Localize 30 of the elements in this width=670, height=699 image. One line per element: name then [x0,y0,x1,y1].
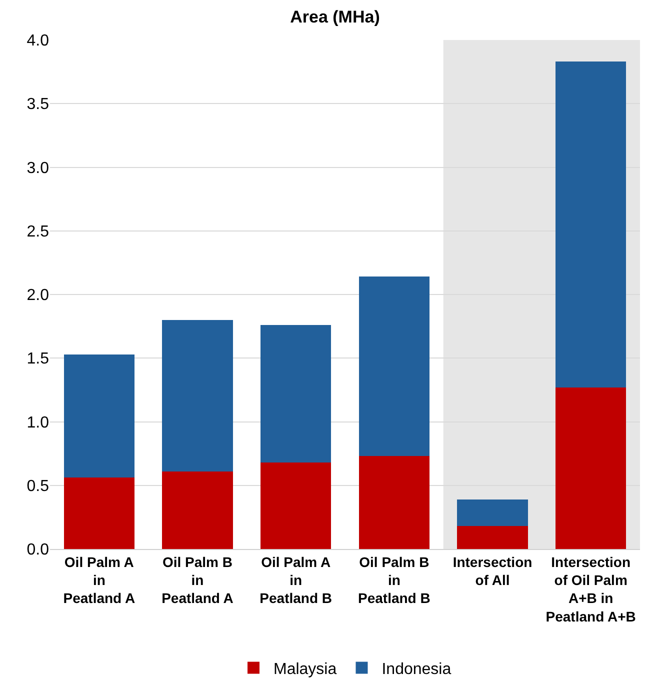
chart-title: Area (MHa) [290,7,380,26]
bar [260,325,332,462]
y-tick-label: 2.0 [26,287,50,304]
x-tick-label: Oil Palm A in Peatland B [260,554,332,606]
y-tick-label: 3.5 [26,96,50,114]
legend-label: Malaysia [274,660,337,678]
bar [64,354,135,478]
bar [555,62,626,388]
y-tick-label: 1.0 [26,414,50,432]
y-tick-label: 0.5 [26,478,50,495]
x-tick-label: Oil Palm A in Peatland A [63,554,136,606]
x-tick-label: Intersection of Oil Palm A+B in Peatland A+B [546,554,636,624]
y-tick-label: 2.5 [26,223,50,240]
x-tick-label: Oil Palm B in Peatland B [358,554,430,606]
bar [457,499,528,526]
y-tick-label: 4.0 [26,32,50,50]
bar [358,276,430,456]
bar [162,320,233,472]
bar [457,526,528,549]
y-tick-label: 3.0 [26,160,50,177]
bar [64,478,135,549]
bar [260,462,332,549]
y-tick-label: 0.0 [26,542,50,559]
legend-label: Indonesia [382,660,452,678]
x-tick-label: Oil Palm B in Peatland A [162,554,234,606]
bar [162,471,233,549]
bar [358,456,430,549]
x-tick-label: Intersection of All [452,554,532,588]
y-tick-label: 1.5 [26,350,50,368]
bar [555,387,626,549]
